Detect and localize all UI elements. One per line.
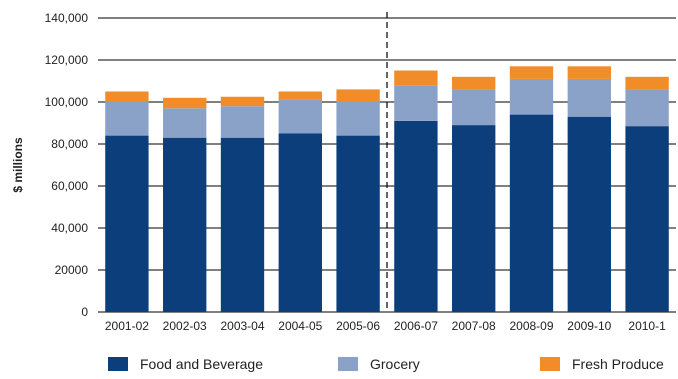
bar-segment (394, 120, 438, 313)
x-axis-ticks: 2001-02 2002-03 2003-04 2004-05 2005-06 2006-… (105, 319, 666, 333)
x-tick-label: 2002-03 (163, 319, 207, 333)
bar-segment (163, 137, 207, 312)
y-tick-label: 0 (81, 305, 88, 319)
legend-item-grocery: Grocery (338, 356, 420, 372)
y-tick-label: 40,000 (51, 221, 88, 235)
y-tick-label: 60,000 (51, 179, 88, 193)
bar-segment (394, 85, 438, 121)
bar-segment (105, 135, 149, 312)
y-axis-label: $ millions (11, 137, 25, 193)
y-axis-ticks: 0 20000 40,000 60,000 80,000 100,000 120,000 14… (45, 11, 89, 319)
bar-segment (336, 89, 380, 102)
bar-segment (452, 76, 496, 90)
y-tick-label: 100,000 (45, 95, 89, 109)
y-tick-label: 80,000 (51, 137, 88, 151)
legend-label: Grocery (370, 356, 420, 372)
legend-swatch (338, 357, 358, 371)
bar-segment (394, 70, 438, 86)
legend: Food and Beverage Grocery Fresh Produce (0, 356, 678, 378)
bar-segment (278, 133, 322, 312)
x-tick-label: 2001-02 (105, 319, 149, 333)
bar-segment (509, 66, 554, 79)
y-tick-label: 120,000 (45, 53, 89, 67)
x-tick-label: 2006-07 (394, 319, 438, 333)
bar-segment (105, 102, 149, 136)
legend-item-fresh-produce: Fresh Produce (540, 356, 664, 372)
bars (105, 66, 669, 313)
bar-segment (278, 91, 322, 100)
legend-label: Food and Beverage (140, 356, 263, 372)
bar-segment (220, 106, 265, 138)
legend-swatch (108, 357, 128, 371)
bar-segment (452, 89, 496, 126)
x-tick-label: 2009-10 (567, 319, 611, 333)
bar-segment (278, 99, 322, 134)
legend-swatch (540, 357, 560, 371)
x-tick-label: 2004-05 (278, 319, 322, 333)
legend-item-food-and-beverage: Food and Beverage (108, 356, 263, 372)
bar-segment (452, 125, 496, 312)
bar-segment (625, 76, 669, 90)
bar-segment (625, 89, 669, 127)
bar-segment (163, 97, 207, 109)
bar-segment (105, 91, 149, 102)
stacked-bar-chart: $ millions 0 20000 40,000 60,000 80,000 100,0… (11, 11, 676, 333)
bar-segment (567, 78, 611, 117)
bar-segment (220, 96, 265, 107)
legend-label: Fresh Produce (572, 356, 664, 372)
bar-segment (336, 135, 380, 312)
y-tick-label: 20000 (55, 263, 89, 277)
x-tick-label: 2005-06 (336, 319, 380, 333)
x-tick-label: 2007-08 (452, 319, 496, 333)
x-tick-label: 2008-09 (509, 319, 553, 333)
bar-segment (163, 108, 207, 138)
bar-segment (509, 78, 554, 115)
bar-segment (625, 126, 669, 313)
bar-segment (567, 116, 611, 312)
bar-segment (509, 114, 554, 312)
x-tick-label: 2010-1 (628, 319, 666, 333)
x-tick-label: 2003-04 (220, 319, 264, 333)
y-tick-label: 140,000 (45, 11, 89, 25)
bar-segment (220, 137, 265, 312)
bar-segment (567, 66, 611, 79)
bar-segment (336, 102, 380, 136)
